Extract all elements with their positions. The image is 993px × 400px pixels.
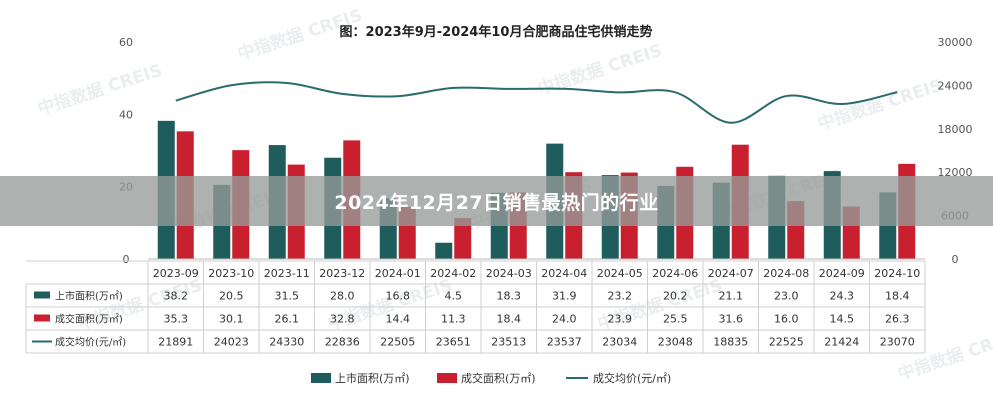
row-label: 上市面积(万㎡) bbox=[55, 290, 123, 303]
table-cell: 26.3 bbox=[885, 313, 910, 326]
chart-title: 图：2023年9月-2024年10月合肥商品住宅供销走势 bbox=[340, 24, 653, 40]
x-tick-label: 2024-05 bbox=[597, 267, 643, 280]
x-tick-label: 2023-10 bbox=[208, 267, 254, 280]
table-cell: 31.9 bbox=[552, 290, 577, 303]
table-cell: 18.4 bbox=[885, 290, 910, 303]
table-cell: 18835 bbox=[713, 336, 748, 349]
table-cell: 24.3 bbox=[830, 290, 855, 303]
table-cell: 24.0 bbox=[552, 313, 577, 326]
legend-label-price: 成交均价(元/㎡) bbox=[593, 371, 671, 385]
watermark-3: 中指数据 CREIS bbox=[815, 75, 945, 135]
x-tick-label: 2023-11 bbox=[264, 267, 310, 280]
table-cell: 23513 bbox=[491, 336, 526, 349]
x-tick-label: 2024-04 bbox=[541, 267, 587, 280]
table-cell: 23.0 bbox=[774, 290, 799, 303]
watermark-0: 中指数据 CREIS bbox=[35, 60, 165, 120]
table-cell: 20.2 bbox=[663, 290, 688, 303]
table-cell: 26.1 bbox=[275, 313, 300, 326]
row-label: 成交面积(万㎡) bbox=[55, 313, 123, 326]
table-cell: 22836 bbox=[325, 336, 360, 349]
table-cell: 23.2 bbox=[608, 290, 633, 303]
table-cell: 28.0 bbox=[330, 290, 355, 303]
table-cell: 16.0 bbox=[774, 313, 799, 326]
x-tick-label: 2024-09 bbox=[819, 267, 865, 280]
legend-swatch-sales bbox=[437, 373, 457, 383]
table-cell: 35.3 bbox=[164, 313, 189, 326]
y-right-tick-label: 18000 bbox=[938, 123, 973, 136]
row-legend-swatch bbox=[34, 291, 50, 299]
table-cell: 23651 bbox=[436, 336, 471, 349]
x-tick-label: 2024-08 bbox=[763, 267, 809, 280]
table-cell: 25.5 bbox=[663, 313, 688, 326]
x-tick-label: 2023-09 bbox=[153, 267, 199, 280]
table-cell: 22505 bbox=[380, 336, 415, 349]
x-tick-label: 2024-07 bbox=[708, 267, 754, 280]
table-cell: 11.3 bbox=[441, 313, 466, 326]
table-cell: 24330 bbox=[269, 336, 304, 349]
table-cell: 32.8 bbox=[330, 313, 355, 326]
table-cell: 14.5 bbox=[830, 313, 855, 326]
x-tick-label: 2024-03 bbox=[486, 267, 532, 280]
headline-text: 2024年12月27日销售最热门的行业 bbox=[334, 191, 659, 214]
x-tick-label: 2023-12 bbox=[319, 267, 365, 280]
legend-swatch-supply bbox=[311, 373, 331, 383]
y-right-tick-label: 0 bbox=[952, 253, 959, 266]
table-cell: 23.9 bbox=[608, 313, 633, 326]
x-tick-label: 2024-01 bbox=[375, 267, 421, 280]
row-legend-swatch bbox=[34, 314, 50, 322]
table-cell: 21.1 bbox=[719, 290, 744, 303]
table-cell: 31.6 bbox=[719, 313, 744, 326]
supply-bar bbox=[435, 242, 453, 259]
table-cell: 21424 bbox=[824, 336, 859, 349]
table-cell: 21891 bbox=[158, 336, 193, 349]
table-cell: 4.5 bbox=[445, 290, 463, 303]
table-cell: 23070 bbox=[880, 336, 915, 349]
legend-label-sales: 成交面积(万㎡) bbox=[461, 371, 536, 385]
table-cell: 20.5 bbox=[219, 290, 244, 303]
x-tick-label: 2024-02 bbox=[430, 267, 476, 280]
table-cell: 23034 bbox=[602, 336, 637, 349]
y-left-tick-label: 40 bbox=[119, 108, 133, 121]
y-right-tick-label: 12000 bbox=[938, 166, 973, 179]
table-cell: 16.8 bbox=[386, 290, 411, 303]
table-cell: 30.1 bbox=[219, 313, 244, 326]
table-cell: 23537 bbox=[547, 336, 582, 349]
table-cell: 18.3 bbox=[497, 290, 522, 303]
y-left-tick-label: 60 bbox=[119, 36, 133, 49]
table-cell: 22525 bbox=[769, 336, 804, 349]
table-cell: 23048 bbox=[658, 336, 693, 349]
x-tick-label: 2024-06 bbox=[652, 267, 698, 280]
headline-banner: 2024年12月27日销售最热门的行业 bbox=[0, 176, 993, 226]
table-cell: 14.4 bbox=[386, 313, 411, 326]
watermark-10: 中指数据 CREIS bbox=[895, 325, 993, 385]
y-right-tick-label: 30000 bbox=[938, 36, 973, 49]
x-tick-label: 2024-10 bbox=[874, 267, 920, 280]
legend-label-supply: 上市面积(万㎡) bbox=[335, 371, 410, 385]
y-left-tick-label: 0 bbox=[123, 253, 130, 266]
table-cell: 18.4 bbox=[497, 313, 522, 326]
table-cell: 24023 bbox=[214, 336, 249, 349]
sales-bar bbox=[454, 218, 472, 259]
price-line bbox=[175, 81, 898, 124]
row-label: 成交均价(元/㎡) bbox=[55, 336, 126, 349]
table-cell: 31.5 bbox=[275, 290, 300, 303]
y-right-tick-label: 24000 bbox=[938, 79, 973, 92]
table-cell: 38.2 bbox=[164, 290, 189, 303]
